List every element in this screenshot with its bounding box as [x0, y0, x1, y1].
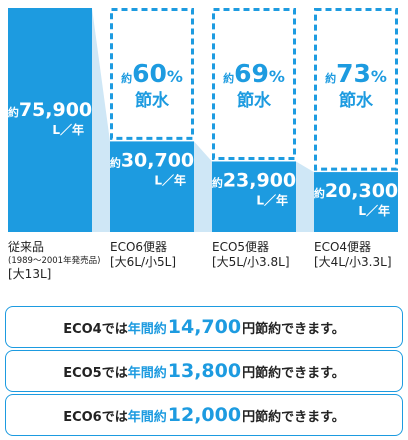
category-label-eco5: ECO5便器 [大5L/小3.8L]: [212, 240, 290, 270]
bar-3: [212, 161, 296, 232]
saving-percent-label: 約73%: [325, 59, 387, 88]
bar-connector: [92, 8, 110, 232]
savings-suffix: 円節約できます。: [242, 321, 345, 337]
savings-suffix: 円節約できます。: [242, 365, 345, 381]
saving-dashed-box: [212, 8, 296, 160]
bar-unit-label: L／年: [154, 172, 186, 187]
savings-model: ECO6では: [63, 409, 128, 425]
saving-suffix-label: 節水: [338, 90, 374, 111]
category-label-eco4: ECO4便器 [大4L/小3.3L]: [314, 240, 392, 270]
savings-amount: 13,800: [167, 360, 242, 382]
saving-dashed-box: [314, 8, 398, 171]
category-name: ECO6便器: [110, 240, 168, 254]
bar-value-label: 約75,900: [8, 99, 92, 121]
savings-model: ECO5では: [63, 365, 128, 381]
category-label-conventional: 従来品 (1989～2001年発売品) [大13L]: [8, 240, 100, 282]
bar-1: [8, 8, 92, 232]
savings-box-eco4: ECO4では 年間約 14,700 円節約できます。: [5, 306, 403, 348]
category-spec: [大5L/小3.8L]: [212, 255, 290, 269]
bar-2: [110, 141, 194, 232]
saving-suffix-label: 節水: [236, 90, 272, 111]
savings-model: ECO4では: [63, 321, 128, 337]
savings-suffix: 円節約できます。: [242, 409, 345, 425]
savings-yearly-label: 年間約: [127, 365, 167, 381]
savings-amount: 12,000: [167, 404, 242, 426]
saving-suffix-label: 節水: [134, 90, 170, 111]
savings-amount: 14,700: [167, 316, 242, 338]
bar-unit-label: L／年: [52, 122, 84, 137]
savings-box-eco5: ECO5では 年間約 13,800 円節約できます。: [5, 350, 403, 392]
water-usage-chart: 約75,900L／年約30,700L／年約60%節水約23,900L／年約69%…: [8, 8, 398, 232]
saving-percent-label: 約69%: [223, 59, 285, 88]
category-label-eco6: ECO6便器 [大6L/小5L]: [110, 240, 176, 270]
category-sub: (1989～2001年発売品): [8, 256, 101, 266]
bar-unit-label: L／年: [358, 203, 390, 218]
category-name: ECO4便器: [314, 240, 372, 254]
savings-box-eco6: ECO6では 年間約 12,000 円節約できます。: [5, 394, 403, 436]
category-spec: [大6L/小5L]: [110, 255, 177, 269]
bar-4: [314, 172, 398, 232]
saving-dashed-box: [110, 8, 194, 140]
category-spec: [大4L/小3.3L]: [314, 255, 392, 269]
bar-value-label: 約23,900: [212, 169, 296, 191]
savings-yearly-label: 年間約: [127, 321, 167, 337]
bar-value-label: 約20,300: [314, 180, 398, 202]
bar-connector: [194, 141, 212, 232]
bar-value-label: 約30,700: [110, 149, 194, 171]
bar-unit-label: L／年: [256, 192, 288, 207]
saving-percent-label: 約60%: [121, 59, 183, 88]
bar-connector: [296, 161, 314, 232]
savings-yearly-label: 年間約: [127, 409, 167, 425]
category-name: 従来品: [8, 240, 45, 254]
category-spec: [大13L]: [8, 267, 52, 281]
category-name: ECO5便器: [212, 240, 270, 254]
